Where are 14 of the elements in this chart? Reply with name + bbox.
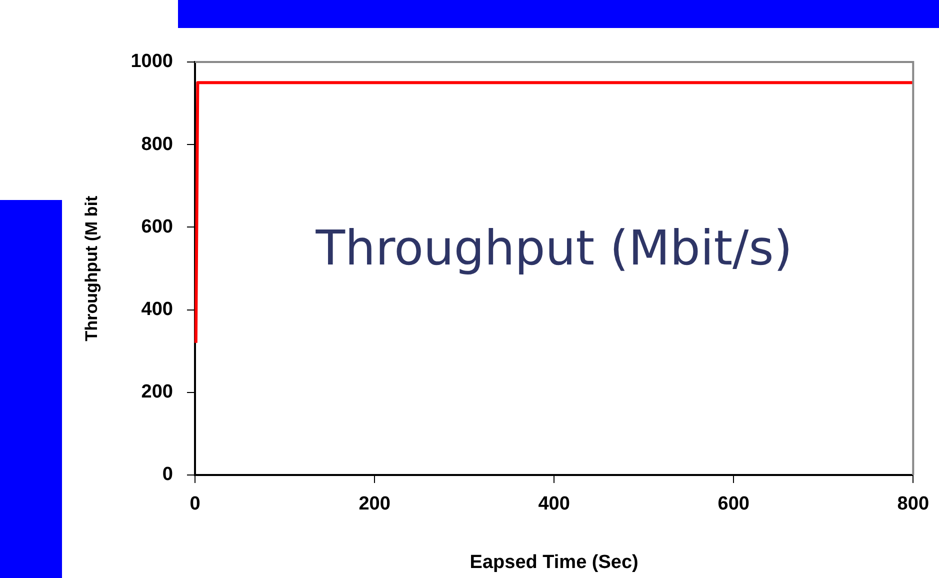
y-axis-title: Throughput (M bit xyxy=(82,195,101,342)
y-tick-label: 1000 xyxy=(130,51,173,72)
y-tick-label: 400 xyxy=(141,299,173,320)
x-tick-label: 400 xyxy=(538,494,570,515)
y-tick-label: 200 xyxy=(141,382,173,403)
x-tick-label: 200 xyxy=(358,494,390,515)
y-tick-label: 600 xyxy=(141,216,173,238)
x-tick-label: 0 xyxy=(190,494,200,515)
annotation: Throughput (Mbit/s) xyxy=(314,220,792,276)
x-axis-title: Eapsed Time (Sec) xyxy=(470,552,638,573)
y-tick-label: 0 xyxy=(162,464,173,486)
x-tick-label: 800 xyxy=(897,494,929,515)
x-tick-label: 600 xyxy=(718,494,750,515)
y-tick-label: 800 xyxy=(141,134,173,155)
